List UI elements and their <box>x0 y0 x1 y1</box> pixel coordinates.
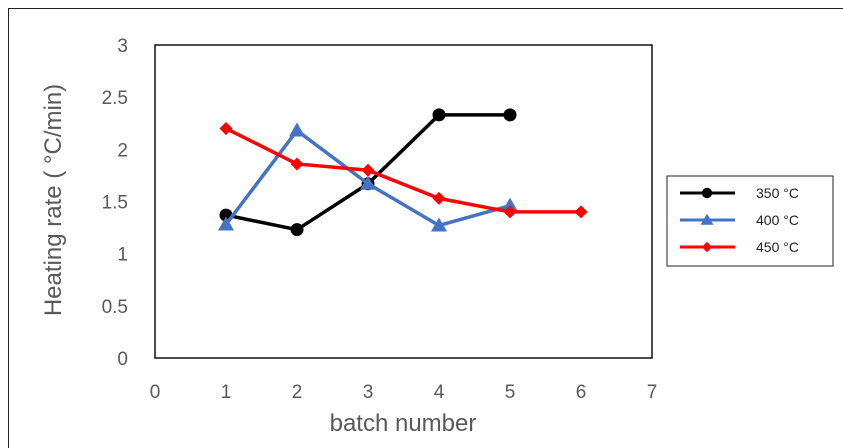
x-tick-label: 5 <box>505 382 516 403</box>
series-line <box>225 126 581 214</box>
series-450 <box>219 121 588 219</box>
x-axis-title: batch number <box>330 410 477 437</box>
legend-label: 400 °C <box>756 212 799 228</box>
legend-marker <box>700 213 714 225</box>
legend-marker <box>701 187 713 199</box>
data-point <box>574 205 588 219</box>
data-point <box>360 175 376 190</box>
data-point <box>219 121 233 135</box>
data-point <box>361 163 375 177</box>
data-point <box>503 205 517 219</box>
y-tick-label: 3 <box>117 36 128 57</box>
x-tick-label: 4 <box>434 382 445 403</box>
series-400 <box>218 122 518 232</box>
x-tick-label: 3 <box>363 382 374 403</box>
x-tick-label: 1 <box>221 382 232 403</box>
legend-item: 350 °C <box>680 185 799 201</box>
chart-frame <box>8 8 843 448</box>
x-tick-label: 2 <box>292 382 303 403</box>
data-point <box>432 191 446 205</box>
legend-marker <box>701 241 713 253</box>
y-tick-labels: 0 0.5 1 1.5 2 2.5 3 <box>102 36 128 370</box>
y-tick-label: 1.5 <box>102 193 128 214</box>
data-point <box>289 122 305 137</box>
legend-item: 450 °C <box>680 239 799 255</box>
y-tick-label: 2.5 <box>102 88 128 109</box>
data-point <box>502 197 518 212</box>
data-point <box>431 217 447 232</box>
data-point <box>290 157 304 171</box>
x-tick-label: 0 <box>150 382 161 403</box>
legend-label: 350 °C <box>756 185 799 201</box>
y-tick-label: 1 <box>117 245 128 266</box>
plot-area <box>154 44 653 359</box>
legend-label: 450 °C <box>756 239 799 255</box>
data-point <box>218 216 234 231</box>
data-point <box>290 223 304 237</box>
x-tick-label: 6 <box>576 382 587 403</box>
y-tick-label: 0 <box>117 349 128 370</box>
line-chart: 0 0.5 1 1.5 2 2.5 3 0 1 2 3 4 5 6 7 batch number Heat… <box>40 36 834 437</box>
data-point <box>503 108 517 122</box>
data-point <box>432 108 446 122</box>
legend: 350 °C 400 °C 450 °C <box>666 175 834 267</box>
legend-item: 400 °C <box>680 212 799 228</box>
y-axis-title: Heating rate ( °C/min) <box>40 84 67 316</box>
x-tick-label: 7 <box>647 382 658 403</box>
series-layer <box>218 108 588 237</box>
y-tick-label: 2 <box>117 140 128 161</box>
y-tick-label: 0.5 <box>102 297 128 318</box>
x-tick-labels: 0 1 2 3 4 5 6 7 <box>150 382 658 403</box>
